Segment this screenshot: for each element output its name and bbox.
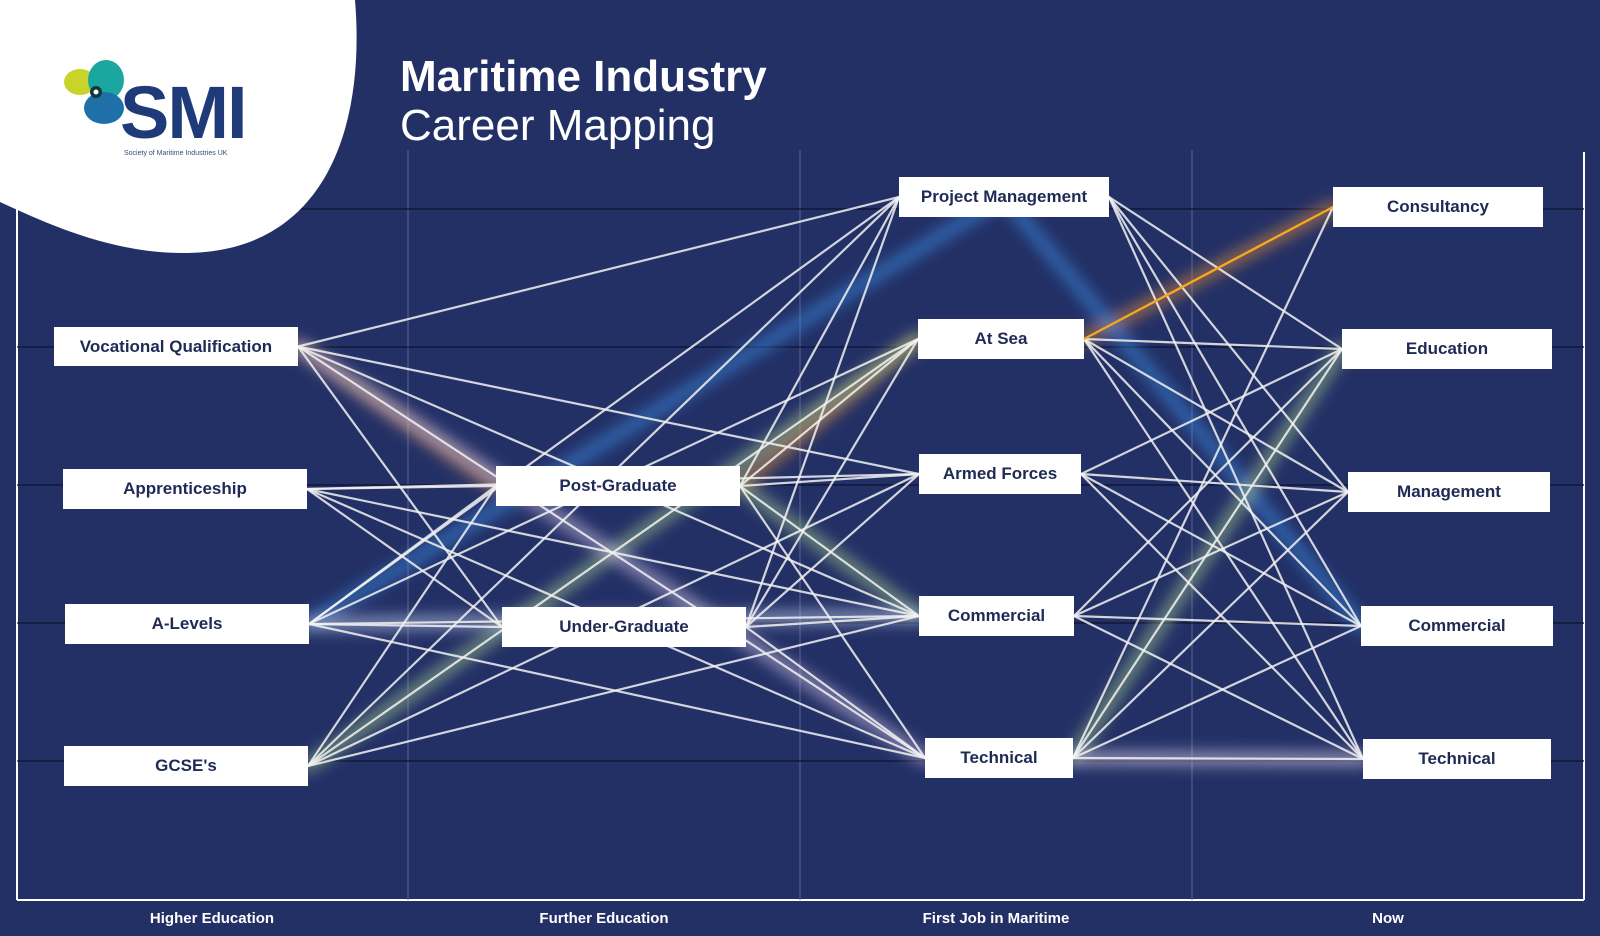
connection-line: [1107, 195, 1363, 628]
node-gcses: GCSE's: [64, 746, 308, 786]
node-armed-forces: Armed Forces: [919, 454, 1081, 494]
connection-line: [1079, 472, 1350, 494]
connection-line: [305, 487, 504, 629]
logo-subtext: Society of Maritime Industries UK: [124, 150, 228, 157]
node-consultancy: Consultancy: [1333, 187, 1543, 227]
title-line-1: Maritime Industry: [400, 52, 767, 101]
connection-line: [738, 484, 921, 618]
connection-line: [738, 195, 901, 488]
stage-label-now: Now: [1372, 910, 1404, 927]
connection-line: [1082, 337, 1350, 494]
connection-line: [307, 195, 901, 626]
connection-line: [306, 337, 920, 768]
connection-line: [738, 337, 920, 488]
stage-label-higher-education: Higher Education: [149, 910, 275, 927]
logo-mark: [60, 56, 140, 141]
connection-line: [1071, 347, 1344, 760]
connection-line: [296, 345, 921, 476]
connection-line: [1071, 490, 1350, 760]
connection-line: [744, 625, 927, 760]
highlight-connection-line: [1082, 205, 1335, 341]
connection-line: [1107, 195, 1365, 761]
connection-line: [1082, 337, 1344, 351]
connection-line: [1079, 472, 1365, 761]
node-technical-first-job: Technical: [925, 738, 1073, 778]
connection-line: [1072, 347, 1344, 618]
logo-text: SMI: [120, 71, 248, 154]
glow-ribbon: [997, 190, 1368, 633]
connection-line: [306, 614, 921, 768]
glow-ribbon: [302, 190, 1011, 631]
connection-line: [744, 195, 901, 629]
page-title: Maritime Industry Career Mapping: [400, 52, 767, 151]
connection-line: [744, 614, 921, 629]
connection-line: [1071, 756, 1365, 761]
connection-line: [1071, 205, 1335, 760]
stage-label-first-job: First Job in Maritime: [922, 910, 1070, 927]
connection-line: [1072, 614, 1365, 761]
connection-line: [1107, 195, 1344, 351]
node-commercial-now: Commercial: [1361, 606, 1553, 646]
connection-line: [744, 337, 920, 629]
node-vocational-qualification: Vocational Qualification: [54, 327, 298, 366]
node-commercial-first-job: Commercial: [919, 596, 1074, 636]
connection-line: [296, 195, 901, 348]
connection-line: [1071, 624, 1363, 760]
connection-line: [744, 472, 921, 629]
node-post-graduate: Post-Graduate: [496, 466, 740, 506]
connection-line: [1072, 614, 1363, 628]
node-education: Education: [1342, 329, 1552, 369]
node-project-management: Project Management: [899, 177, 1109, 217]
node-under-graduate: Under-Graduate: [502, 607, 746, 647]
node-technical-now: Technical: [1363, 739, 1551, 779]
node-apprenticeship: Apprenticeship: [63, 469, 307, 509]
node-a-levels: A-Levels: [65, 604, 309, 644]
logo-background: [0, 0, 357, 254]
connection-line: [1079, 347, 1344, 476]
node-management: Management: [1348, 472, 1550, 512]
stage-label-further-education: Further Education: [539, 910, 669, 927]
title-line-2: Career Mapping: [400, 101, 716, 151]
connection-line: [306, 484, 498, 768]
connection-layer: [296, 195, 1365, 768]
node-at-sea: At Sea: [918, 319, 1084, 359]
connection-line: [738, 472, 921, 488]
connection-line: [1072, 490, 1350, 618]
